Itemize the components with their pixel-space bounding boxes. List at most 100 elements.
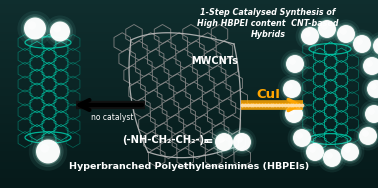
Bar xyxy=(0,129,378,130)
Bar xyxy=(0,71,378,72)
Circle shape xyxy=(286,83,293,90)
Bar xyxy=(0,136,378,137)
Bar xyxy=(0,12,378,13)
Bar xyxy=(0,158,378,159)
Bar xyxy=(0,18,378,19)
Circle shape xyxy=(366,79,378,99)
Bar xyxy=(0,133,378,134)
Bar xyxy=(0,101,378,102)
Circle shape xyxy=(362,56,378,76)
Bar xyxy=(0,175,378,176)
Bar xyxy=(0,46,378,47)
Circle shape xyxy=(290,126,314,150)
Bar xyxy=(0,95,378,96)
Bar xyxy=(0,137,378,138)
Circle shape xyxy=(40,144,49,153)
Bar xyxy=(0,104,378,105)
Bar xyxy=(0,28,378,29)
Bar xyxy=(0,96,378,97)
Bar xyxy=(0,148,378,149)
Circle shape xyxy=(304,30,311,37)
Circle shape xyxy=(348,30,376,58)
Bar xyxy=(0,75,378,76)
Bar xyxy=(0,77,378,78)
Circle shape xyxy=(17,11,53,46)
Bar xyxy=(0,100,378,101)
Bar xyxy=(0,168,378,169)
Bar xyxy=(0,9,378,10)
Circle shape xyxy=(332,20,360,48)
Bar xyxy=(0,52,378,53)
Bar xyxy=(0,155,378,156)
Bar xyxy=(0,130,378,131)
Circle shape xyxy=(358,52,378,80)
Circle shape xyxy=(33,136,64,167)
Circle shape xyxy=(358,126,378,146)
Bar xyxy=(0,173,378,174)
Bar xyxy=(0,72,378,73)
Bar xyxy=(0,1,378,2)
Bar xyxy=(0,125,378,126)
Bar xyxy=(0,85,378,86)
Bar xyxy=(0,57,378,58)
Bar xyxy=(0,146,378,147)
Bar xyxy=(0,36,378,37)
Circle shape xyxy=(282,102,306,126)
Bar xyxy=(0,97,378,98)
Circle shape xyxy=(362,102,378,126)
Bar xyxy=(0,160,378,161)
Circle shape xyxy=(318,20,336,38)
Bar xyxy=(0,7,378,8)
Bar xyxy=(0,88,378,89)
Bar xyxy=(0,15,378,16)
Bar xyxy=(0,172,378,173)
Bar xyxy=(0,74,378,75)
Bar xyxy=(0,145,378,146)
Circle shape xyxy=(285,54,305,74)
Bar xyxy=(0,78,378,79)
Bar xyxy=(0,178,378,179)
Circle shape xyxy=(318,144,346,172)
Bar xyxy=(0,182,378,183)
Circle shape xyxy=(23,16,47,41)
Circle shape xyxy=(376,40,378,47)
Circle shape xyxy=(21,14,49,43)
Circle shape xyxy=(359,127,377,145)
Circle shape xyxy=(215,133,233,151)
Circle shape xyxy=(320,146,344,170)
Bar xyxy=(0,92,378,93)
Circle shape xyxy=(337,25,355,43)
Bar xyxy=(0,22,378,23)
Bar xyxy=(0,112,378,113)
Circle shape xyxy=(364,104,378,124)
Circle shape xyxy=(370,34,378,58)
Circle shape xyxy=(35,138,61,165)
Bar xyxy=(0,122,378,123)
Bar xyxy=(0,171,378,172)
Text: no catalyst: no catalyst xyxy=(91,113,133,122)
Circle shape xyxy=(214,132,234,152)
Circle shape xyxy=(344,146,351,153)
Bar xyxy=(0,166,378,167)
Bar xyxy=(0,121,378,122)
Circle shape xyxy=(362,75,378,103)
Circle shape xyxy=(336,24,356,44)
Bar xyxy=(0,159,378,160)
Bar xyxy=(0,184,378,185)
Circle shape xyxy=(353,122,378,150)
Circle shape xyxy=(350,32,374,56)
Circle shape xyxy=(293,129,311,147)
Bar xyxy=(0,54,378,55)
Bar xyxy=(0,174,378,175)
Bar xyxy=(0,30,378,31)
Bar xyxy=(0,83,378,84)
Bar xyxy=(0,126,378,127)
Bar xyxy=(0,65,378,66)
Circle shape xyxy=(53,25,61,33)
Circle shape xyxy=(323,149,341,167)
Text: 1-Step Catalysed Synthesis of: 1-Step Catalysed Synthesis of xyxy=(200,8,336,17)
Bar xyxy=(0,25,378,26)
Bar xyxy=(0,17,378,18)
Bar xyxy=(0,53,378,54)
Bar xyxy=(0,105,378,106)
